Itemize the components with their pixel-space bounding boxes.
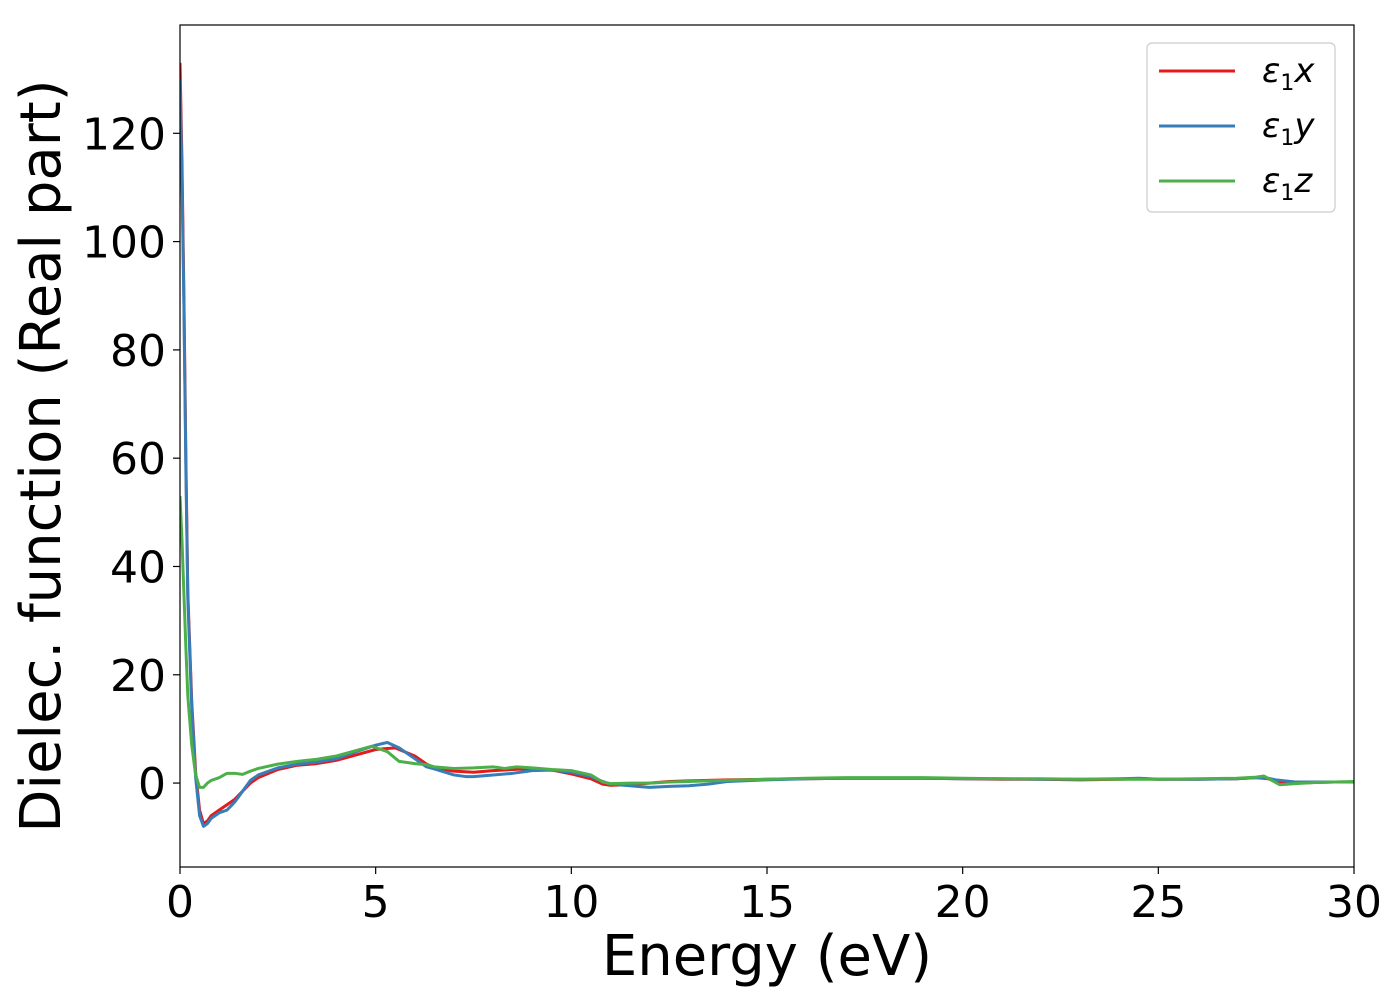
y-tick-label: 20 (110, 651, 166, 702)
y-tick-label: 120 (82, 109, 166, 160)
x-tick-label: 25 (1130, 877, 1186, 928)
x-tick-label: 5 (362, 877, 390, 928)
x-tick-label: 20 (935, 877, 991, 928)
y-tick-label: 0 (138, 759, 166, 810)
legend-box (1146, 42, 1336, 213)
y-tick-label: 60 (110, 434, 166, 485)
series-layer (180, 62, 1354, 828)
y-axis-ticks: 0 20 40 60 80 100 120 (82, 109, 180, 810)
series-line-3 (180, 496, 1354, 789)
y-axis-label: Dielec. function (Real part) (9, 79, 74, 832)
legend-label: ε1x (1262, 51, 1315, 96)
legend-label: ε1y (1262, 106, 1315, 151)
x-axis-ticks: 0 5 10 15 20 25 30 (166, 867, 1382, 928)
y-tick-label: 40 (110, 542, 166, 593)
x-tick-label: 30 (1326, 877, 1382, 928)
x-tick-label: 0 (166, 877, 194, 928)
x-tick-label: 15 (739, 877, 795, 928)
x-axis-label: Energy (eV) (602, 924, 932, 989)
x-tick-label: 10 (543, 877, 599, 928)
y-tick-label: 100 (82, 218, 166, 269)
legend-label: ε1z (1262, 161, 1313, 206)
legend: ε1x ε1y ε1z (1146, 42, 1336, 213)
y-tick-label: 80 (110, 326, 166, 377)
